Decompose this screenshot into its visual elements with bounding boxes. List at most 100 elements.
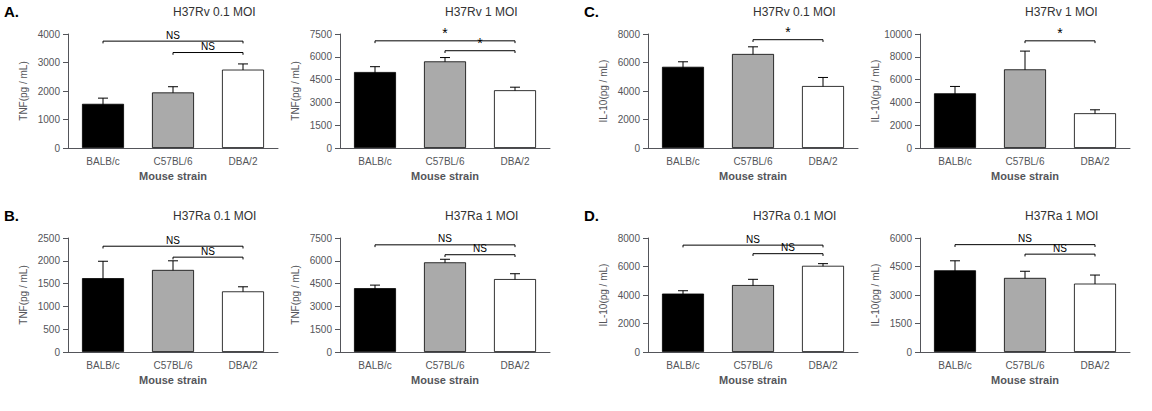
svg-text:C57BL/6: C57BL/6 [426, 360, 465, 371]
svg-text:1500: 1500 [38, 278, 61, 289]
svg-text:6000: 6000 [890, 233, 913, 244]
svg-text:4500: 4500 [890, 261, 913, 272]
svg-text:0: 0 [906, 143, 912, 154]
svg-text:DBA/2: DBA/2 [1081, 360, 1110, 371]
svg-text:C57BL/6: C57BL/6 [154, 360, 193, 371]
svg-text:Mouse strain: Mouse strain [139, 374, 207, 386]
svg-text:NS: NS [166, 235, 180, 246]
svg-text:C57BL/6: C57BL/6 [734, 156, 773, 167]
svg-text:IL-10(pg / mL): IL-10(pg / mL) [870, 60, 881, 123]
svg-text:2000: 2000 [618, 318, 641, 329]
svg-text:TNF(pg / mL): TNF(pg / mL) [290, 265, 301, 324]
svg-text:1000: 1000 [38, 114, 61, 125]
svg-text:NS: NS [201, 246, 215, 257]
svg-text:0: 0 [906, 347, 912, 358]
svg-text:H37Ra 1 MOI: H37Ra 1 MOI [1025, 209, 1098, 223]
svg-text:0: 0 [634, 143, 640, 154]
svg-text:IL-10(pg / mL): IL-10(pg / mL) [598, 264, 609, 327]
svg-text:NS: NS [781, 242, 795, 253]
svg-text:H37Rv 0.1 MOI: H37Rv 0.1 MOI [753, 5, 836, 19]
svg-text:DBA/2: DBA/2 [229, 360, 258, 371]
svg-text:*: * [477, 35, 483, 51]
svg-text:4000: 4000 [618, 290, 641, 301]
svg-text:NS: NS [473, 243, 487, 254]
svg-text:10000: 10000 [884, 29, 912, 40]
svg-text:NS: NS [166, 30, 180, 41]
svg-text:8000: 8000 [618, 233, 641, 244]
svg-text:BALB/c: BALB/c [938, 360, 971, 371]
svg-text:Mouse strain: Mouse strain [991, 170, 1059, 182]
svg-text:DBA/2: DBA/2 [809, 360, 838, 371]
svg-text:BALB/c: BALB/c [666, 360, 699, 371]
svg-text:IL-10(pg / mL): IL-10(pg / mL) [870, 264, 881, 327]
svg-text:0: 0 [326, 347, 332, 358]
svg-text:2000: 2000 [38, 86, 61, 97]
svg-text:H37Rv 1 MOI: H37Rv 1 MOI [1025, 5, 1098, 19]
svg-text:BALB/c: BALB/c [358, 360, 391, 371]
svg-text:0: 0 [326, 143, 332, 154]
svg-text:TNF(pg / mL): TNF(pg / mL) [290, 61, 301, 120]
svg-text:IL-10(pg / mL): IL-10(pg / mL) [598, 60, 609, 123]
svg-text:H37Rv 0.1 MOI: H37Rv 0.1 MOI [173, 5, 256, 19]
svg-text:4500: 4500 [310, 278, 333, 289]
svg-text:1500: 1500 [310, 120, 333, 131]
svg-text:6000: 6000 [310, 255, 333, 266]
svg-text:4000: 4000 [618, 86, 641, 97]
svg-text:A.: A. [4, 3, 19, 20]
svg-text:4000: 4000 [890, 97, 913, 108]
svg-text:BALB/c: BALB/c [86, 360, 119, 371]
svg-text:1500: 1500 [310, 324, 333, 335]
svg-text:H37Ra 1 MOI: H37Ra 1 MOI [445, 209, 518, 223]
svg-text:TNF(pg / mL): TNF(pg / mL) [18, 61, 29, 120]
svg-text:4500: 4500 [310, 74, 333, 85]
svg-text:*: * [442, 25, 448, 41]
svg-text:BALB/c: BALB/c [86, 156, 119, 167]
svg-text:NS: NS [438, 233, 452, 244]
svg-text:NS: NS [746, 234, 760, 245]
svg-text:6000: 6000 [310, 51, 333, 62]
svg-text:6000: 6000 [890, 74, 913, 85]
svg-text:C.: C. [584, 3, 599, 20]
svg-text:6000: 6000 [618, 261, 641, 272]
svg-text:Mouse strain: Mouse strain [991, 374, 1059, 386]
svg-text:BALB/c: BALB/c [938, 156, 971, 167]
svg-text:3000: 3000 [310, 301, 333, 312]
svg-text:2500: 2500 [38, 233, 61, 244]
svg-text:NS: NS [1018, 233, 1032, 244]
svg-text:1500: 1500 [890, 318, 913, 329]
svg-text:*: * [1057, 25, 1063, 41]
svg-text:*: * [785, 24, 791, 40]
svg-text:NS: NS [1053, 243, 1067, 254]
svg-text:C57BL/6: C57BL/6 [734, 360, 773, 371]
svg-text:BALB/c: BALB/c [666, 156, 699, 167]
svg-text:1000: 1000 [38, 301, 61, 312]
svg-text:H37Ra 0.1 MOI: H37Ra 0.1 MOI [173, 209, 256, 223]
svg-text:2000: 2000 [38, 255, 61, 266]
svg-text:3000: 3000 [890, 290, 913, 301]
svg-text:H37Ra 0.1 MOI: H37Ra 0.1 MOI [753, 209, 836, 223]
svg-text:Mouse strain: Mouse strain [411, 170, 479, 182]
svg-text:2000: 2000 [890, 120, 913, 131]
svg-text:DBA/2: DBA/2 [809, 156, 838, 167]
svg-text:C57BL/6: C57BL/6 [426, 156, 465, 167]
svg-text:BALB/c: BALB/c [358, 156, 391, 167]
svg-text:500: 500 [43, 324, 60, 335]
svg-text:2000: 2000 [618, 114, 641, 125]
svg-text:4000: 4000 [38, 29, 61, 40]
svg-text:8000: 8000 [890, 51, 913, 62]
svg-text:H37Rv 1 MOI: H37Rv 1 MOI [445, 5, 518, 19]
svg-text:DBA/2: DBA/2 [1081, 156, 1110, 167]
svg-text:C57BL/6: C57BL/6 [1006, 156, 1045, 167]
svg-text:7500: 7500 [310, 233, 333, 244]
svg-text:0: 0 [634, 347, 640, 358]
svg-text:Mouse strain: Mouse strain [719, 374, 787, 386]
svg-text:Mouse strain: Mouse strain [411, 374, 479, 386]
svg-text:Mouse strain: Mouse strain [719, 170, 787, 182]
svg-text:0: 0 [54, 143, 60, 154]
svg-text:3000: 3000 [38, 57, 61, 68]
svg-text:NS: NS [201, 41, 215, 52]
svg-text:3000: 3000 [310, 97, 333, 108]
svg-text:B.: B. [4, 207, 19, 224]
svg-text:DBA/2: DBA/2 [501, 156, 530, 167]
svg-text:DBA/2: DBA/2 [229, 156, 258, 167]
